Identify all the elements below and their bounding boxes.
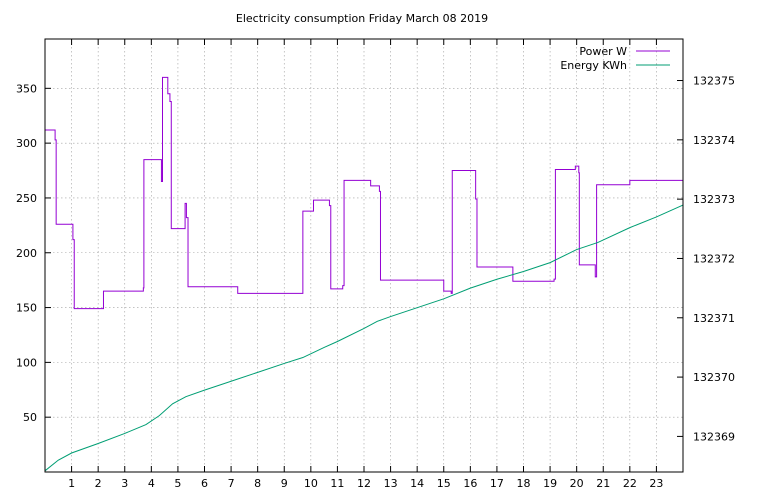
y-left-tick-label: 50 (23, 411, 37, 424)
x-tick-label: 20 (570, 477, 584, 490)
y-right-tick-label: 132369 (693, 430, 735, 443)
series-lines (44, 76, 684, 472)
legend-label: Power W (579, 45, 627, 58)
y-right-tick-label: 132374 (693, 134, 735, 147)
x-tick-label: 2 (95, 477, 102, 490)
x-tick-label: 23 (649, 477, 663, 490)
x-tick-label: 4 (148, 477, 155, 490)
x-tick-label: 3 (121, 477, 128, 490)
x-tick-label: 10 (304, 477, 318, 490)
y-left-tick-label: 100 (16, 356, 37, 369)
y-left-tick-label: 200 (16, 247, 37, 260)
y-left-tick-label: 250 (16, 192, 37, 205)
x-tick-label: 15 (437, 477, 451, 490)
x-tick-label: 17 (490, 477, 504, 490)
x-tick-label: 11 (330, 477, 344, 490)
y-right-tick-label: 132371 (693, 312, 735, 325)
x-tick-label: 19 (543, 477, 557, 490)
legend-label: Energy KWh (560, 59, 627, 72)
y-right-tick-label: 132372 (693, 252, 735, 265)
tick-labels: 1 2 3 4 5 6 7 8 9 10 11 12 13 14 15 16 17 18 19 20 21 22 23501… (16, 39, 735, 490)
x-tick-label: 5 (174, 477, 181, 490)
x-tick-label: 12 (357, 477, 371, 490)
x-tick-label: 8 (254, 477, 261, 490)
x-tick-label: 9 (281, 477, 288, 490)
y-left-tick-label: 300 (16, 137, 37, 150)
y-left-tick-label: 150 (16, 302, 37, 315)
grid (45, 39, 683, 472)
x-tick-label: 7 (228, 477, 235, 490)
chart-title: Electricity consumption Friday March 08 … (236, 12, 488, 25)
series-line-energy (44, 204, 684, 472)
x-tick-label: 22 (623, 477, 637, 490)
x-tick-label: 1 (68, 477, 75, 490)
x-tick-label: 21 (596, 477, 610, 490)
plot-border (44, 38, 684, 473)
y-right-tick-label: 132373 (693, 193, 735, 206)
x-tick-label: 6 (201, 477, 208, 490)
x-tick-label: 14 (410, 477, 424, 490)
series-line-power (45, 76, 683, 310)
y-right-tick-label: 132375 (693, 75, 735, 88)
x-tick-label: 16 (463, 477, 477, 490)
y-right-tick-label: 132370 (693, 371, 735, 384)
y-left-tick-label: 350 (16, 82, 37, 95)
x-tick-label: 13 (384, 477, 398, 490)
x-tick-label: 18 (517, 477, 531, 490)
